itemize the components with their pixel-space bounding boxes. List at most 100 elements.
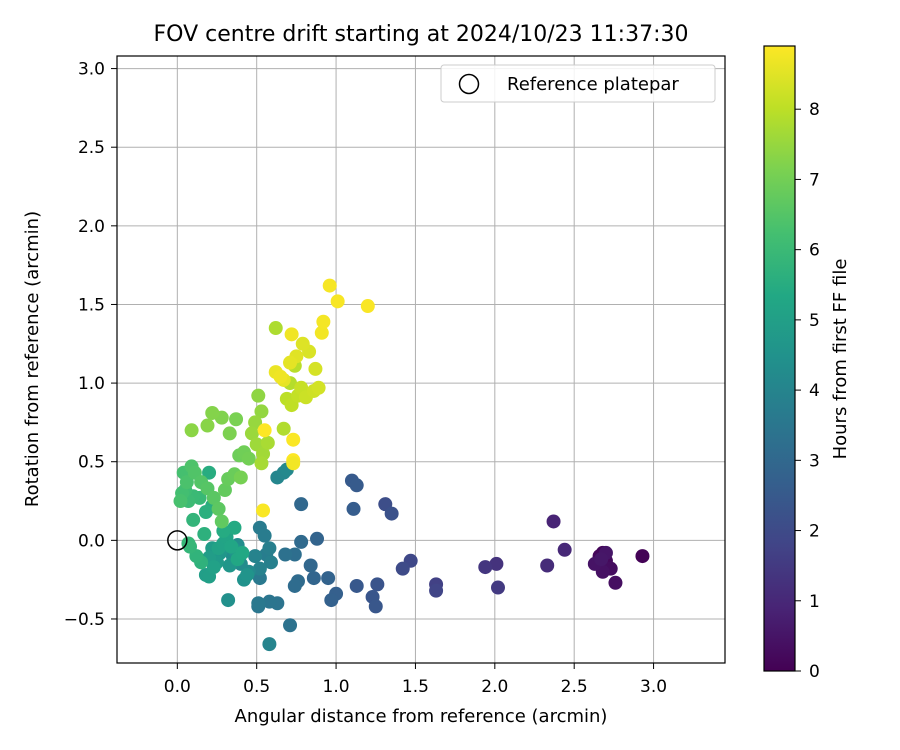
data-point [200,418,215,433]
x-axis-label: Angular distance from reference (arcmin) [235,706,608,727]
y-tick-label: 0.0 [78,531,105,551]
data-point [324,593,339,608]
data-point [217,483,232,498]
legend-marker-icon [458,73,480,95]
data-point [303,558,318,573]
data-point [321,571,336,586]
chart-title: FOV centre drift starting at 2024/10/23 … [154,22,689,47]
x-tick-label: 0.0 [164,677,191,697]
data-point [244,426,259,441]
data-point [235,545,250,560]
y-tick-label: 1.0 [78,374,105,394]
grid-lines [117,56,725,663]
data-point [273,369,288,384]
data-point [184,423,199,438]
data-point [206,490,221,505]
colorbar-gradient [763,45,796,672]
x-tick-label: 2.0 [481,677,508,697]
data-point [286,456,301,471]
y-tick-label: 1.5 [78,295,105,315]
data-point [322,278,337,293]
data-point [248,549,263,564]
data-point [276,421,291,436]
data-point [202,465,217,480]
data-point [286,432,301,447]
data-points [173,278,650,652]
colorbar-label: Hours from first FF file [830,259,851,460]
data-point [257,423,272,438]
data-point [262,594,277,609]
data-point [179,475,194,490]
data-point [251,388,266,403]
y-tick-label: −0.5 [64,610,105,630]
x-tick-label: 3.0 [640,677,667,697]
x-tick-label: 2.5 [561,677,588,697]
y-tick-label: 3.0 [78,60,105,80]
data-point [295,336,310,351]
data-point [368,599,383,614]
data-point [346,501,361,516]
data-point [263,555,278,570]
data-point [173,494,188,509]
data-point [278,547,293,562]
data-point [490,580,505,595]
data-point [429,583,444,598]
data-point [214,514,229,529]
reference-platepar-marker [167,530,188,551]
colorbar: 0 1 2 3 4 5 6 7 8 Hours from first FF file [763,45,851,682]
data-point [311,380,326,395]
x-tick-label: 0.5 [243,677,270,697]
data-point [546,514,561,529]
data-point [252,561,267,576]
legend-label: Reference platepar [507,74,679,95]
data-point [198,505,213,520]
colorbar-ticks: 0 1 2 3 4 5 6 7 8 [795,100,820,682]
data-point [594,552,609,567]
data-point [205,405,220,420]
colorbar-tick-label: 2 [809,522,820,542]
legend: Reference platepar [440,64,716,103]
data-point [257,528,272,543]
data-point [211,501,226,516]
data-point [229,412,244,427]
data-point [608,575,623,590]
data-point [240,567,255,582]
plot-frame [116,55,726,664]
data-point [254,404,269,419]
data-point [306,571,321,586]
data-point [227,520,242,535]
data-point [241,451,256,466]
y-tick-label: 0.5 [78,453,105,473]
y-axis-label: Rotation from reference (arcmin) [22,211,43,507]
data-point [233,470,248,485]
data-point [256,503,271,518]
data-point [635,549,650,564]
data-point [478,560,493,575]
data-point [284,327,299,342]
data-point [262,541,277,556]
data-point [186,512,201,527]
data-point [316,314,331,329]
colorbar-tick-label: 4 [809,381,820,401]
colorbar-tick-label: 5 [809,311,820,331]
data-point [330,294,345,309]
data-point [221,593,236,608]
colorbar-tick-label: 1 [809,592,820,612]
colorbar-tick-label: 0 [809,662,820,682]
data-point [294,497,309,512]
x-tick-label: 1.0 [323,677,350,697]
data-point [206,560,221,575]
axis-ticks: 0.0 0.5 1.0 1.5 2.0 2.5 3.0 −0.5 0.0 0.5 1.0 1.5 2.0… [64,60,667,697]
data-point [370,577,385,592]
data-point [251,596,266,611]
data-point [197,527,212,542]
y-tick-label: 2.5 [78,138,105,158]
data-point [287,578,302,593]
data-point [222,426,237,441]
data-point [395,561,410,576]
data-point [540,558,555,573]
colorbar-tick-label: 3 [809,451,820,471]
y-tick-label: 2.0 [78,217,105,237]
colorbar-tick-label: 7 [809,170,820,190]
legend-box [440,64,716,103]
